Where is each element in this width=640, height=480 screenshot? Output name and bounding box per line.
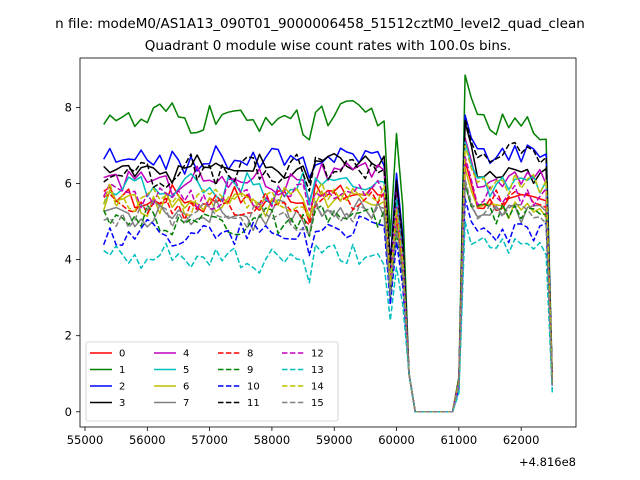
x-tick-label: 57000 [191,433,228,447]
legend-label-11: 11 [247,398,260,409]
legend-label-7: 7 [183,398,189,409]
series-line-6 [102,167,554,413]
series-line-15 [103,178,554,413]
chart-suptitle: n file: modeM0/AS1A13_090T01_9000006458_… [55,16,585,32]
legend-label-13: 13 [311,365,324,376]
legend-label-9: 9 [247,365,253,376]
chart-title: Quadrant 0 module wise count rates with … [145,38,511,54]
series-line-11 [103,118,554,413]
legend-label-15: 15 [311,398,324,409]
series-line-13 [103,220,554,413]
series-line-14 [102,144,554,413]
x-tick-label: 60000 [378,433,415,447]
series-line-12 [103,156,554,413]
legend-label-1: 1 [119,365,125,376]
plot-area [102,74,554,413]
axes-frame [79,57,577,428]
legend-label-3: 3 [119,398,125,409]
legend-label-4: 4 [183,349,189,360]
series-line-10 [102,198,554,413]
legend-label-2: 2 [119,382,125,393]
y-tick-label: 2 [65,329,72,343]
x-offset-label: +4.816e8 [519,455,576,469]
x-tick-label: 62000 [503,433,540,447]
y-tick-label: 0 [65,405,72,419]
axes: 55000 56000 57000 58000 59000 60000 61000 62000… [65,57,577,447]
legend-label-5: 5 [183,365,189,376]
legend-label-12: 12 [311,349,324,360]
x-tick-label: 58000 [254,433,291,447]
legend-label-10: 10 [247,382,260,393]
series-line-1 [103,74,554,413]
y-tick-label: 6 [65,177,72,191]
legend-label-8: 8 [247,349,253,360]
x-tick-label: 59000 [316,433,353,447]
series-line-9 [103,182,554,413]
legend-label-14: 14 [311,382,324,393]
legend-label-0: 0 [119,349,125,360]
y-tick-label: 8 [65,100,72,114]
x-tick-label: 61000 [441,433,478,447]
legend-label-6: 6 [183,382,189,393]
legend-box [85,341,339,422]
y-tick-label: 4 [65,253,72,267]
x-tick-label: 55000 [67,433,104,447]
x-tick-label: 56000 [129,433,166,447]
